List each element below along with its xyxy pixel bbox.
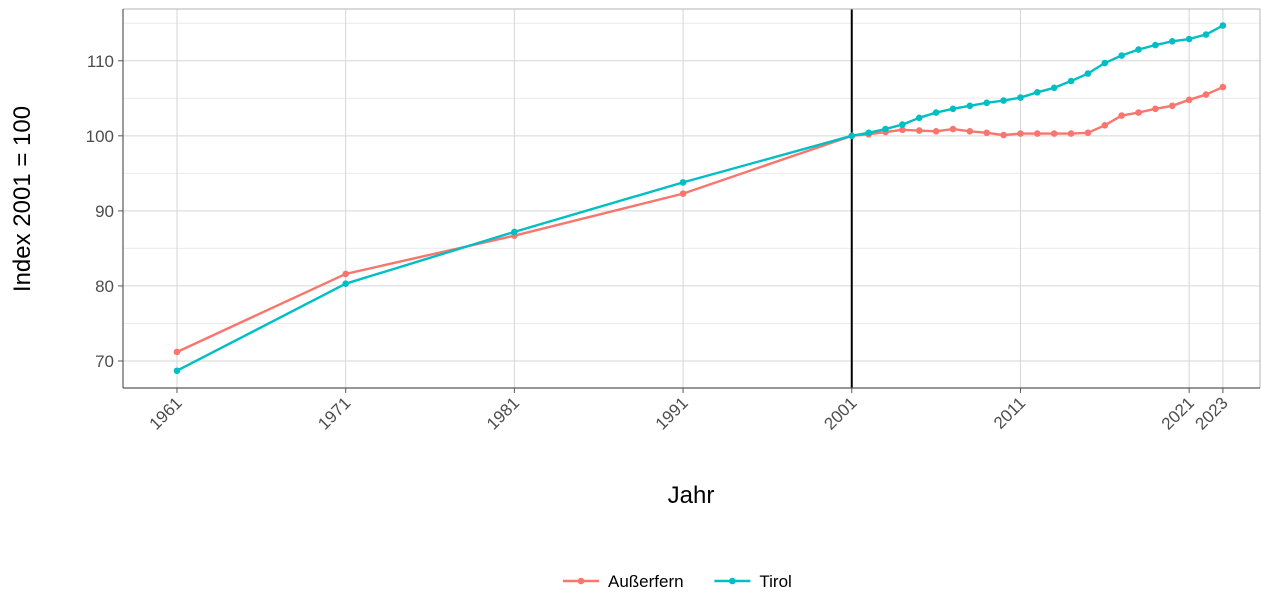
x-tick-label: 1961 xyxy=(146,393,186,433)
data-point xyxy=(511,228,518,236)
data-point xyxy=(1101,59,1109,67)
x-tick-label: 1981 xyxy=(483,393,523,433)
y-tick-label: 70 xyxy=(95,352,114,371)
x-tick-label: 2001 xyxy=(820,393,860,433)
grid-major xyxy=(123,9,1260,388)
data-point xyxy=(915,114,923,122)
data-point xyxy=(1017,130,1024,137)
data-point xyxy=(1000,97,1007,104)
data-point xyxy=(1084,70,1092,77)
y-axis-title: Index 2001 = 100 xyxy=(9,106,36,292)
data-point xyxy=(932,109,940,116)
data-point xyxy=(1185,35,1193,43)
data-point xyxy=(1135,46,1142,53)
data-point xyxy=(1185,96,1193,104)
data-point xyxy=(899,121,906,128)
data-point xyxy=(1067,77,1075,85)
legend-label: Tirol xyxy=(759,572,791,591)
data-point xyxy=(949,125,957,133)
legend-key-point xyxy=(729,577,736,585)
x-tick-label: 1991 xyxy=(652,393,692,433)
data-point xyxy=(983,99,991,107)
data-point xyxy=(1152,105,1159,113)
series-layer xyxy=(173,22,1227,375)
data-point xyxy=(882,125,889,133)
data-point xyxy=(1219,22,1227,29)
data-point xyxy=(1202,91,1210,98)
data-point xyxy=(173,367,181,375)
data-point xyxy=(915,127,923,134)
legend-label: Außerfern xyxy=(608,572,684,591)
grid-minor xyxy=(123,22,1260,324)
data-point xyxy=(1202,31,1210,38)
y-tick-label: 100 xyxy=(86,127,114,146)
data-point xyxy=(983,129,991,137)
data-point xyxy=(342,280,349,287)
data-point xyxy=(966,128,974,135)
y-tick-label: 90 xyxy=(95,202,114,221)
legend-key-point xyxy=(577,577,585,585)
data-point xyxy=(932,128,940,135)
data-point xyxy=(342,270,349,278)
data-point xyxy=(1168,37,1176,45)
y-tick-label: 110 xyxy=(87,52,114,71)
series-line xyxy=(176,85,1224,354)
data-point xyxy=(679,179,687,186)
data-point xyxy=(1118,52,1125,59)
data-point xyxy=(1050,84,1058,92)
data-point xyxy=(1168,102,1176,110)
data-point xyxy=(1118,112,1125,119)
data-point xyxy=(1084,129,1092,137)
series-line xyxy=(176,24,1224,372)
x-tick-label: 1971 xyxy=(314,393,354,433)
data-point xyxy=(949,105,957,113)
x-tick-label: 2021 xyxy=(1158,393,1198,433)
y-tick-label: 80 xyxy=(95,277,114,296)
data-point xyxy=(1034,89,1041,96)
data-point xyxy=(1135,109,1142,116)
data-point xyxy=(1067,130,1075,137)
data-point xyxy=(1017,94,1024,101)
x-tick-label: 2011 xyxy=(990,393,1029,432)
data-point xyxy=(1000,131,1007,139)
data-point xyxy=(679,190,687,197)
axes-layer xyxy=(118,8,1261,393)
data-point xyxy=(966,102,974,110)
x-tick-label: 2023 xyxy=(1192,393,1232,433)
data-point xyxy=(899,126,906,134)
data-point xyxy=(173,348,181,356)
data-point xyxy=(848,132,856,140)
data-point xyxy=(865,129,872,137)
data-point xyxy=(1034,130,1041,137)
x-axis-title: Jahr xyxy=(668,482,715,509)
data-point xyxy=(1219,83,1227,91)
data-point xyxy=(1101,122,1109,129)
data-point xyxy=(1152,41,1159,49)
y-tick-labels: 70 80 90 100 110 xyxy=(86,52,114,371)
data-point xyxy=(1050,130,1058,137)
legend: Außerfern Tirol xyxy=(563,572,792,591)
